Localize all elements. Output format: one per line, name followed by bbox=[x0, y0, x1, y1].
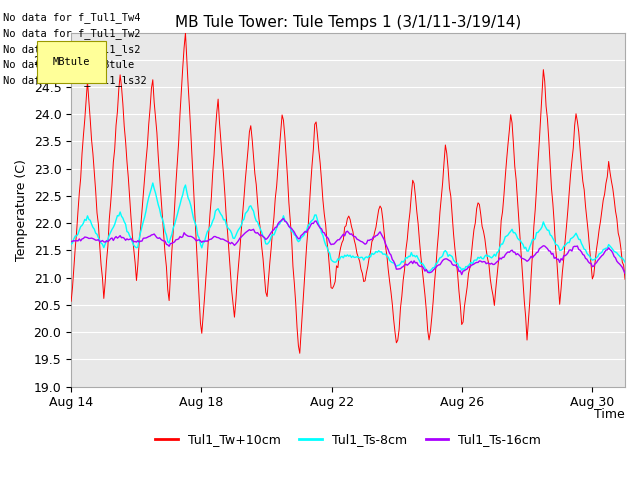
Title: MB Tule Tower: Tule Temps 1 (3/1/11-3/19/14): MB Tule Tower: Tule Temps 1 (3/1/11-3/19… bbox=[175, 15, 521, 30]
Y-axis label: Temperature (C): Temperature (C) bbox=[15, 159, 28, 261]
Text: No data for f_Tul1_ls32: No data for f_Tul1_ls32 bbox=[3, 75, 147, 86]
X-axis label: Time: Time bbox=[595, 408, 625, 421]
Legend: Tul1_Tw+10cm, Tul1_Ts-8cm, Tul1_Ts-16cm: Tul1_Tw+10cm, Tul1_Ts-8cm, Tul1_Ts-16cm bbox=[150, 428, 546, 451]
Text: MBtule: MBtule bbox=[52, 57, 90, 67]
Text: No data for f_Tul1_ls2: No data for f_Tul1_ls2 bbox=[3, 44, 141, 55]
Text: No data for f_Tul1_Tw4: No data for f_Tul1_Tw4 bbox=[3, 12, 141, 23]
Text: No data for f_Tul1_Tw2: No data for f_Tul1_Tw2 bbox=[3, 28, 141, 39]
Text: No data for f_uMBtule: No data for f_uMBtule bbox=[3, 60, 134, 71]
